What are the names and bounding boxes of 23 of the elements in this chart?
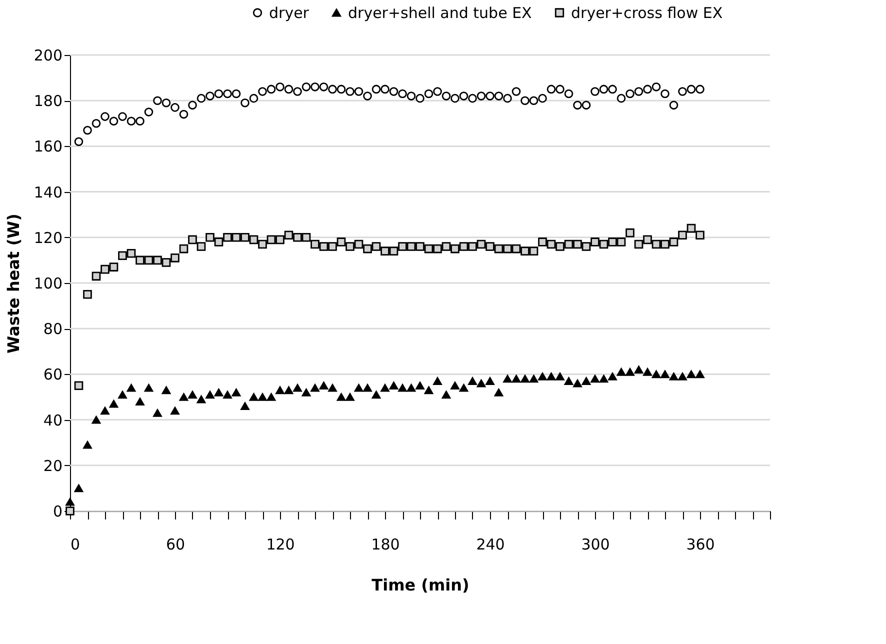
y-tick-label: 160 xyxy=(34,138,62,156)
y-tick-label: 200 xyxy=(34,46,62,64)
y-tick-label: 120 xyxy=(34,228,62,247)
legend-label: dryer+shell and tube EX xyxy=(348,4,532,22)
x-tick-label: 300 xyxy=(581,536,610,554)
y-tick-label: 20 xyxy=(43,456,62,475)
x-tick-label: 120 xyxy=(266,536,295,554)
y-tick-label: 40 xyxy=(43,411,62,430)
y-tick-label: 140 xyxy=(34,183,62,202)
y-tick-label: 60 xyxy=(43,366,62,384)
x-tick-label: 180 xyxy=(371,536,400,554)
y-tick-label: 180 xyxy=(34,92,62,110)
x-tick-label: 360 xyxy=(686,536,715,554)
x-tick-label: 60 xyxy=(166,536,186,554)
legend-label: dryer xyxy=(269,4,310,22)
y-tick-label: 100 xyxy=(34,274,62,292)
y-tick-label: 0 xyxy=(52,502,62,520)
x-tick-label: 0 xyxy=(70,536,80,554)
x-tick-label: 240 xyxy=(476,536,505,554)
legend-label: dryer+cross flow EX xyxy=(571,4,723,22)
x-axis-title: Time (min) xyxy=(372,576,470,594)
y-tick-label: 80 xyxy=(43,320,62,338)
y-axis-title: Waste heat (W) xyxy=(4,214,23,354)
